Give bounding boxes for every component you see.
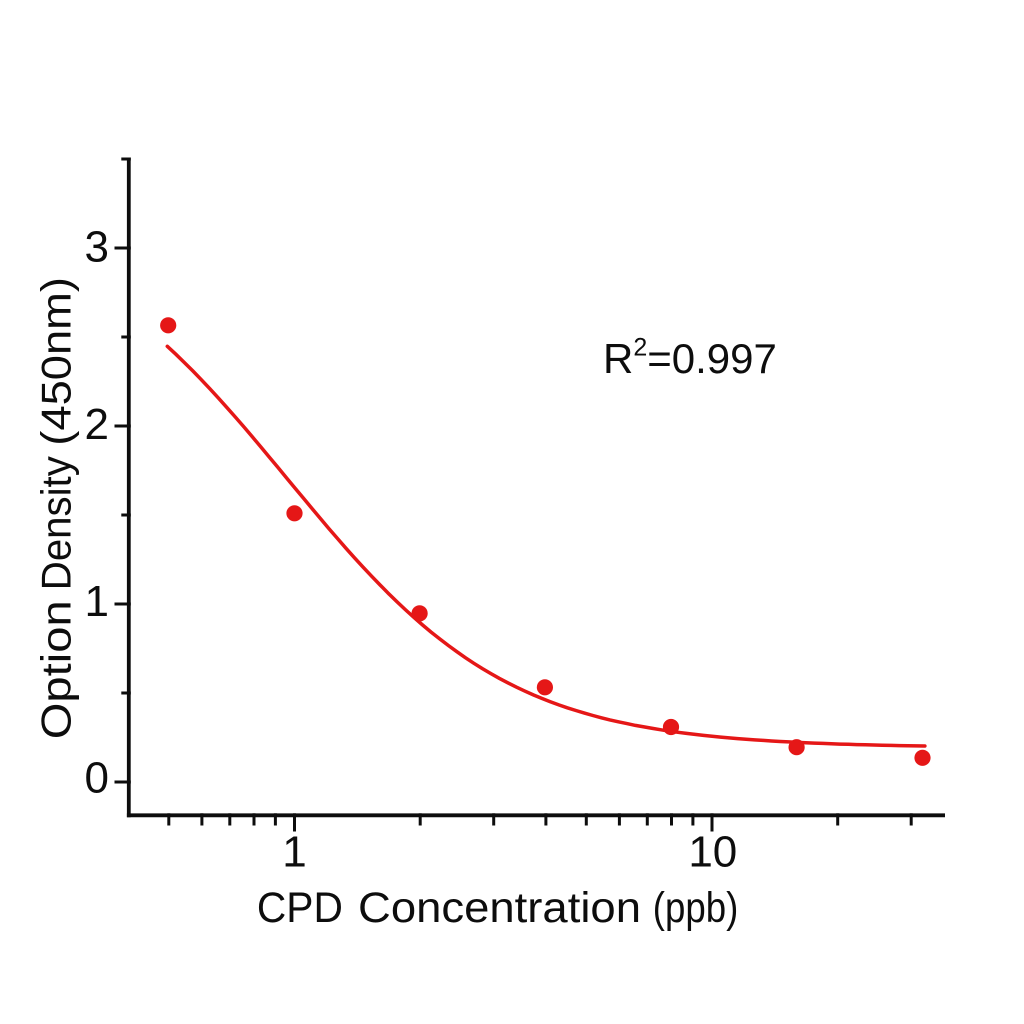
svg-text:R2=0.997: R2=0.997 (603, 334, 777, 383)
svg-text:1: 1 (85, 577, 109, 626)
svg-text:Option: Option (33, 600, 80, 739)
svg-text:3: 3 (85, 223, 109, 272)
svg-text:(ppb): (ppb) (653, 884, 739, 932)
svg-text:0: 0 (85, 754, 109, 803)
svg-text:(450nm): (450nm) (33, 277, 80, 446)
svg-text:2: 2 (85, 400, 109, 449)
svg-text:1: 1 (282, 828, 306, 877)
svg-text:Density: Density (33, 456, 80, 590)
svg-text:CPD: CPD (257, 884, 343, 932)
svg-text:Concentration: Concentration (358, 884, 641, 932)
svg-text:10: 10 (688, 828, 737, 877)
